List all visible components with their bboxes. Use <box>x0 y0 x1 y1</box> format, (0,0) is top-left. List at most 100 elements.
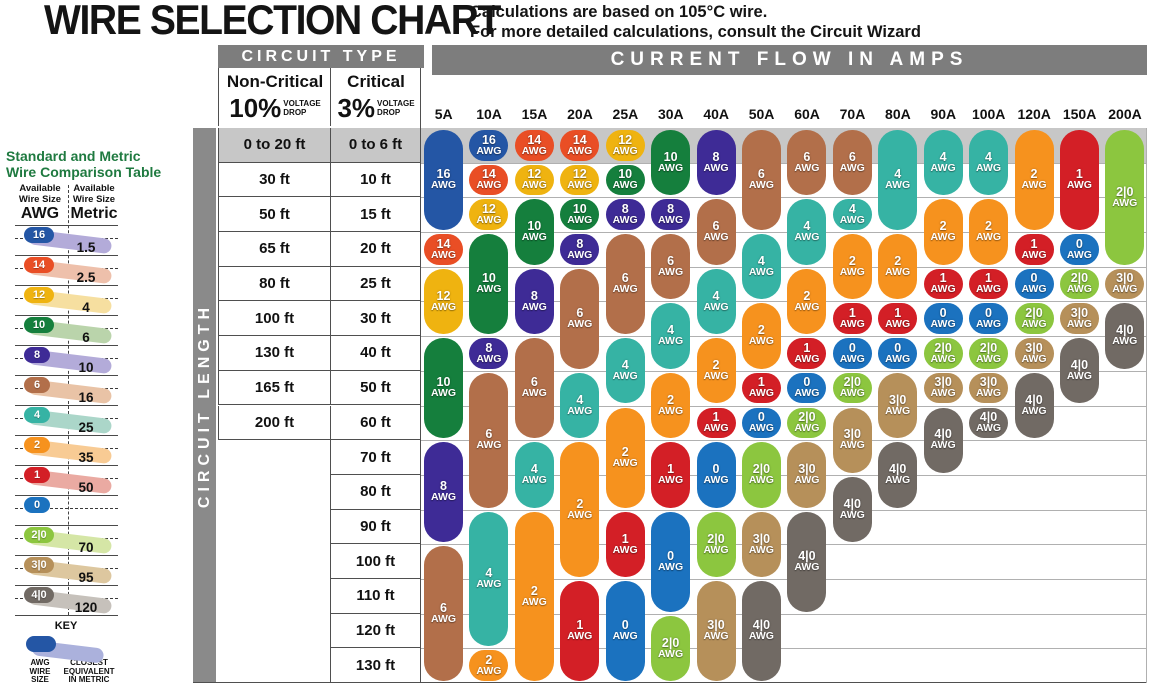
pill-awg-number: 1 <box>1075 167 1083 182</box>
pill-awg-word: AWG <box>567 213 593 226</box>
sidebar-awg-column-header: Available Wire Size AWG <box>14 183 66 222</box>
pill-awg-number: 3|0 <box>752 531 771 546</box>
amp-col-header-70A: 70A <box>839 106 866 122</box>
pill-awg-word: AWG <box>703 474 729 487</box>
pill-awg-number: 16 <box>436 167 451 182</box>
pill-awg-number: 12 <box>527 167 542 182</box>
row-line <box>420 370 1147 372</box>
pill-awg-number: 2 <box>985 219 992 234</box>
wire-pill-90A-300: 3|0 AWG <box>923 372 963 404</box>
pill-awg-word: AWG <box>476 664 502 677</box>
length-noncritical-cell: 65 ft <box>218 232 330 267</box>
wire-pill-15A-12: 12 AWG <box>514 164 554 196</box>
wire-pill-60A-200: 2|0 AWG <box>787 407 827 439</box>
pill-awg-word: AWG <box>975 352 1002 365</box>
pill-awg-number: 10 <box>572 201 587 216</box>
pill-awg-number: 4|0 <box>888 462 907 477</box>
sidebar-metric-value: 25 <box>78 420 94 435</box>
pill-awg-word: AWG <box>476 439 502 452</box>
amp-col-header-200A: 200A <box>1108 106 1142 122</box>
row-line <box>420 440 1147 442</box>
pill-awg-number: 2|0 <box>1025 305 1043 320</box>
pill-awg-number: 4|0 <box>798 548 816 563</box>
pill-awg-number: 2 <box>894 254 902 269</box>
circuit-length-axis-label: CIRCUIT LENGTH <box>196 302 213 509</box>
pill-awg-word: AWG <box>794 231 820 244</box>
pill-awg-number: 8 <box>576 236 584 251</box>
amp-col-header-80A: 80A <box>885 106 911 122</box>
pill-awg-number: 1 <box>1030 236 1038 251</box>
page-title: WIRE SELECTION CHART <box>44 0 501 43</box>
pill-awg-number: 10 <box>481 271 496 286</box>
pill-awg-word: AWG <box>839 352 865 365</box>
wire-pill-15A-8: 8 AWG <box>514 268 554 335</box>
pill-awg-word: AWG <box>839 161 865 174</box>
row-line <box>420 613 1147 615</box>
pill-awg-word: AWG <box>703 543 729 556</box>
row-line <box>420 544 1147 546</box>
pill-awg-number: 2|0 <box>1116 184 1134 199</box>
pill-awg-number: 1 <box>803 340 811 355</box>
pill-awg-word: AWG <box>612 283 638 296</box>
pill-awg-word: AWG <box>476 144 502 157</box>
length-critical-cell: 110 ft <box>330 579 420 614</box>
sidebar-title: Standard and Metric Wire Comparison Tabl… <box>6 148 161 180</box>
pill-awg-word: AWG <box>658 404 684 417</box>
pill-awg-number: 6 <box>440 600 447 615</box>
sidebar-row-topline <box>15 225 118 226</box>
wire-pill-20A-14: 14 AWG <box>560 130 600 161</box>
pill-awg-word: AWG <box>1066 248 1092 261</box>
pill-awg-word: AWG <box>476 578 502 591</box>
wire-pill-10A-6: 6 AWG <box>469 372 509 508</box>
pill-awg-number: 6 <box>712 219 720 234</box>
pill-awg-word: AWG <box>930 439 956 452</box>
pill-awg-number: 8 <box>667 201 675 216</box>
wire-pill-20A-4: 4 AWG <box>560 372 600 439</box>
wire-pill-40A-2: 2 AWG <box>696 338 736 404</box>
wire-pill-80A-1: 1 AWG <box>878 303 918 335</box>
pill-awg-word: AWG <box>885 404 911 417</box>
sidebar-metric-value: 1.5 <box>76 240 96 255</box>
wire-pill-60A-6: 6 AWG <box>787 130 827 196</box>
wire-pill-50A-6: 6 AWG <box>741 130 781 231</box>
sidebar-metric-value: 50 <box>78 480 94 495</box>
wire-pill-120A-2: 2 AWG <box>1014 130 1054 231</box>
subtitle: Calculations are based on 105°C wire. Fo… <box>470 3 921 42</box>
row-line <box>420 301 1147 303</box>
wire-pill-5A-10: 10 AWG <box>424 338 463 439</box>
pill-awg-word: AWG <box>430 387 457 400</box>
pill-awg-word: AWG <box>975 231 1002 244</box>
pill-awg-number: 2 <box>939 219 947 234</box>
pill-awg-word: AWG <box>930 231 956 244</box>
pill-awg-word: AWG <box>476 213 502 226</box>
pill-awg-word: AWG <box>839 508 865 521</box>
pill-awg-number: 3|0 <box>888 392 907 407</box>
wire-pill-25A-8: 8 AWG <box>605 199 645 231</box>
sidebar-row-dashline <box>15 508 118 509</box>
pill-awg-number: 14 <box>572 132 587 147</box>
pill-awg-word: AWG <box>476 283 502 296</box>
sidebar-row-topline <box>15 555 118 556</box>
key-title: KEY <box>54 620 78 632</box>
wire-pill-10A-4: 4 AWG <box>469 511 509 647</box>
wire-pill-25A-2: 2 AWG <box>605 407 645 508</box>
sidebar-row-topline <box>15 585 118 586</box>
pill-awg-number: 6 <box>667 254 675 269</box>
pill-awg-word: AWG <box>1021 317 1047 330</box>
pill-awg-word: AWG <box>794 387 820 400</box>
length-critical-cell: 70 ft <box>330 440 420 475</box>
critical-label: Critical <box>347 72 405 91</box>
pill-awg-number: 4 <box>485 566 493 581</box>
wire-pill-60A-300: 3|0 AWG <box>787 442 827 508</box>
wire-pill-200A-200: 2|0 AWG <box>1105 130 1145 265</box>
pill-awg-word: AWG <box>748 179 774 192</box>
amp-col-header-20A: 20A <box>567 106 593 122</box>
pill-awg-number: 10 <box>527 219 542 234</box>
pill-awg-word: AWG <box>703 422 729 435</box>
pill-awg-number: 1 <box>576 618 584 633</box>
wire-pill-40A-4: 4 AWG <box>696 268 736 335</box>
wire-pill-60A-1: 1 AWG <box>787 338 827 369</box>
sidebar-row-topline <box>15 375 118 376</box>
pill-awg-number: 0 <box>1030 271 1038 286</box>
pill-awg-number: 3|0 <box>1070 305 1089 320</box>
